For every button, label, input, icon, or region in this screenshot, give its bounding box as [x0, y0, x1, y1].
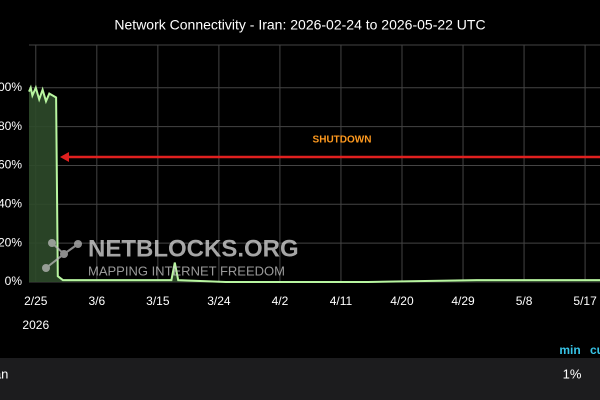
x-tick-label: 4/29: [451, 294, 475, 308]
x-tick-label: 2/25: [24, 294, 48, 308]
x-tick-label: 4/11: [330, 294, 353, 308]
table-column: min: [559, 343, 580, 357]
y-tick-label: 80%: [0, 119, 22, 133]
grid: 0% 20% 40% 60% 80% 100% 2/25 2026 3/6 3/15 3/24 4/2…: [0, 44, 600, 332]
table-row-bg: [0, 358, 600, 400]
x-tick-label: 4/2: [272, 294, 289, 308]
x-year-label: 2026: [22, 318, 49, 332]
y-tick-label: 60%: [0, 158, 22, 172]
watermark-tagline: MAPPING INTERNET FREEDOM: [88, 263, 285, 278]
y-tick-label: 100%: [0, 80, 22, 94]
table-header-bg: [0, 340, 600, 358]
table-column: current: [590, 343, 600, 357]
y-tick-label: 0%: [5, 274, 23, 288]
y-tick-label: 40%: [0, 196, 22, 210]
x-tick-label: 3/15: [146, 294, 170, 308]
x-tick-label: 4/20: [390, 294, 414, 308]
series-line: [28, 84, 600, 283]
x-tick-label: 3/6: [88, 294, 105, 308]
logo-lines: [45, 242, 79, 269]
annotation: SHUTDOWN: [60, 135, 600, 162]
plot: [28, 84, 600, 283]
annotation-arrowhead: [60, 152, 69, 162]
chart-title: Network Connectivity - Iran: 2026-02-24 …: [114, 17, 485, 33]
table-row-name: Iran: [0, 366, 8, 381]
annotation-text: SHUTDOWN: [313, 135, 372, 146]
table-cell: 1%: [563, 366, 582, 381]
x-tick-label: 5/17: [573, 294, 597, 308]
x-tick-label: 3/24: [207, 294, 231, 308]
x-tick-label: 5/8: [516, 294, 533, 308]
watermark: NETBLOCKS.ORG MAPPING INTERNET FREEDOM: [42, 235, 299, 278]
watermark-brand: NETBLOCKS.ORG: [88, 235, 299, 262]
y-tick-label: 20%: [0, 235, 22, 249]
